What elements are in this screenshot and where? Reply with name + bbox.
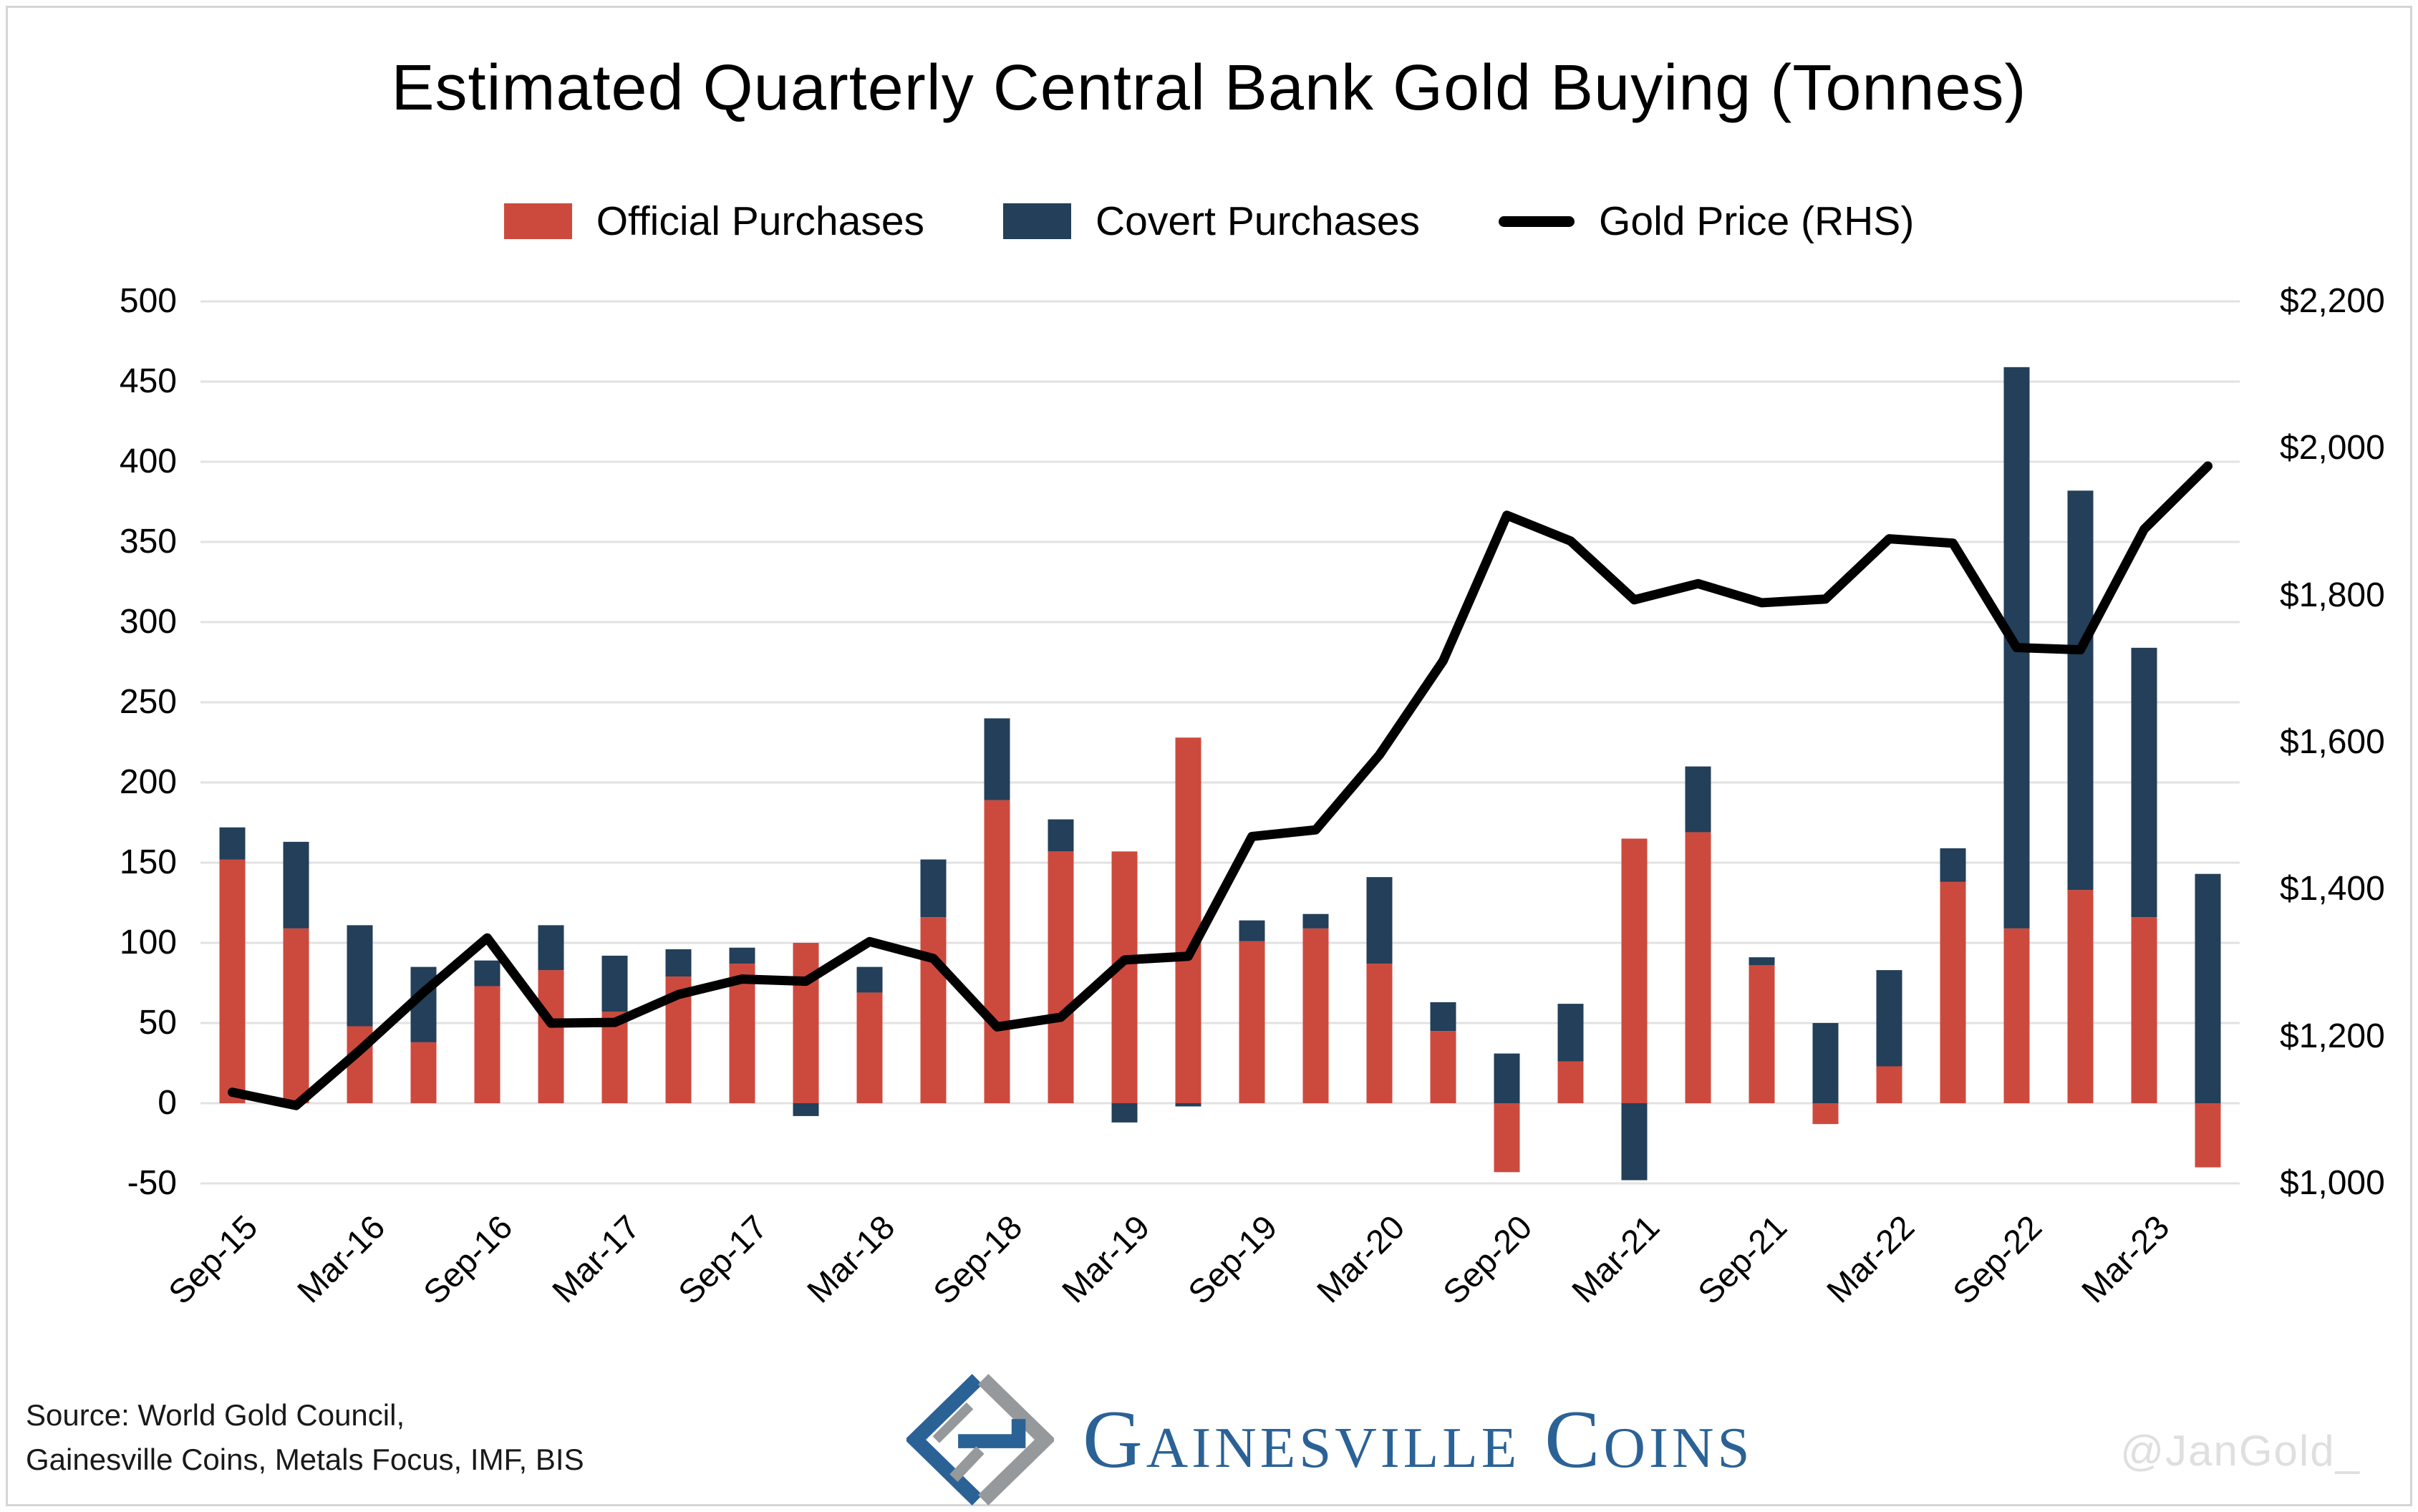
bar-segment-official — [2003, 928, 2030, 1103]
bar-segment-official — [219, 859, 246, 1103]
bar-segment-covert — [856, 966, 883, 993]
bar-segment-official — [729, 964, 755, 1103]
bar-segment-covert — [1239, 920, 1265, 941]
y-axis-left-tick-label: 250 — [119, 683, 177, 721]
bar-segment-covert — [474, 960, 500, 987]
bar-segment-covert — [1111, 1103, 1138, 1123]
bar-segment-official — [920, 917, 947, 1103]
bar-segment-official — [1048, 851, 1074, 1103]
y-axis-right-tick-label: $1,400 — [2280, 870, 2385, 908]
bar-segment-official — [1557, 1061, 1584, 1103]
gold-price-line — [228, 461, 2213, 1110]
legend-item-covert: Covert Purchases — [1003, 198, 1420, 245]
bar-segment-official — [538, 970, 564, 1103]
y-axis-right-tick-label: $1,000 — [2280, 1164, 2385, 1202]
bar-segment-covert — [2195, 873, 2221, 1103]
y-axis-left-tick-label: 200 — [119, 763, 177, 801]
bar-segment-official — [410, 1042, 437, 1103]
bar-segment-official — [856, 992, 883, 1103]
bar-segment-covert — [283, 841, 309, 929]
bar-segment-covert — [2131, 647, 2157, 918]
y-axis-left-tick-label: 350 — [119, 523, 177, 561]
bar-segment-covert — [1494, 1053, 1520, 1103]
bar-segment-covert — [1366, 877, 1393, 964]
bar-segment-covert — [601, 955, 628, 1012]
bar-segment-official — [793, 943, 819, 1103]
bar-segment-covert — [1876, 970, 1902, 1067]
legend-label-gold-price: Gold Price (RHS) — [1599, 198, 1915, 244]
y-axis-left-tick-label: 300 — [119, 603, 177, 641]
y-axis-right-tick-label: $2,200 — [2280, 282, 2385, 320]
bar-segment-official — [1876, 1066, 1902, 1103]
bar-segment-official — [1430, 1031, 1456, 1103]
bar-segment-covert — [1812, 1023, 1839, 1103]
bar-segment-official — [2195, 1103, 2221, 1168]
y-axis-right-tick-label: $1,800 — [2280, 576, 2385, 614]
legend: Official Purchases Covert Purchases Gold… — [0, 198, 2418, 245]
bar-segment-official — [984, 800, 1010, 1103]
bar-segment-covert — [1175, 1103, 1201, 1107]
bar-segment-official — [474, 986, 500, 1103]
brand-wordmark: Gainesville Coins — [1083, 1394, 1754, 1486]
bar-segment-official — [1621, 838, 1648, 1103]
bar-segment-covert — [347, 925, 373, 1027]
bar-segment-official — [1940, 881, 1966, 1103]
bar-segment-covert — [1749, 957, 1775, 966]
bar-segment-official — [1366, 964, 1393, 1103]
y-axis-left-tick-label: 450 — [119, 362, 177, 400]
gainesville-coins-logo-icon — [906, 1374, 1054, 1506]
bar-segment-official — [283, 928, 309, 1103]
bar-segment-covert — [665, 949, 692, 977]
bar-segment-covert — [1940, 848, 1966, 882]
bar-segment-covert — [729, 947, 755, 964]
legend-swatch-covert-icon — [1003, 203, 1072, 239]
bar-segment-official — [1685, 832, 1711, 1103]
bar-segment-official — [1812, 1103, 1839, 1125]
y-axis-left-tick-label: -50 — [127, 1164, 177, 1202]
legend-label-covert: Covert Purchases — [1096, 198, 1421, 244]
y-axis-left-tick-label: 500 — [119, 282, 177, 320]
bar-segment-official — [1494, 1103, 1520, 1173]
brand-logo: Gainesville Coins — [906, 1373, 1754, 1506]
source-line-1: Source: World Gold Council, — [26, 1398, 405, 1432]
bar-segment-covert — [793, 1103, 819, 1116]
bar-segment-covert — [2067, 490, 2094, 891]
bar-segment-official — [1749, 965, 1775, 1103]
bar-segment-covert — [538, 925, 564, 971]
y-axis-right-tick-label: $1,600 — [2280, 723, 2385, 761]
bar-segment-official — [2131, 917, 2157, 1103]
bar-segment-covert — [1621, 1103, 1648, 1181]
y-axis-left-tick-label: 50 — [138, 1004, 177, 1042]
legend-swatch-official-icon — [503, 203, 572, 239]
bar-segment-official — [1175, 737, 1201, 1103]
bar-segment-covert — [920, 859, 947, 918]
legend-item-gold-price: Gold Price (RHS) — [1499, 198, 1914, 245]
bar-segment-official — [1239, 941, 1265, 1103]
y-axis-right-tick-label: $2,000 — [2280, 429, 2385, 467]
bar-segment-covert — [1048, 819, 1074, 852]
twitter-handle: @JanGold_ — [2120, 1427, 2361, 1475]
bar-segment-covert — [1430, 1002, 1456, 1032]
y-axis-left-tick-label: 400 — [119, 442, 177, 480]
legend-line-marker-icon — [1499, 215, 1575, 227]
source-line-2: Gainesville Coins, Metals Focus, IMF, BI… — [26, 1443, 584, 1476]
bar-segment-official — [1302, 928, 1329, 1103]
bar-segment-covert — [984, 718, 1010, 800]
bar-segment-covert — [1685, 766, 1711, 833]
legend-label-official: Official Purchases — [596, 198, 925, 244]
y-axis-left-tick-label: 0 — [158, 1084, 177, 1122]
y-axis-right-tick-label: $1,200 — [2280, 1017, 2385, 1055]
y-axis-left-tick-label: 100 — [119, 924, 177, 961]
source-note: Source: World Gold Council, Gainesville … — [26, 1393, 584, 1482]
legend-item-official: Official Purchases — [503, 198, 925, 245]
bar-segment-official — [2067, 890, 2094, 1103]
bar-segment-covert — [1302, 914, 1329, 929]
y-axis-left-tick-label: 150 — [119, 843, 177, 881]
chart-title: Estimated Quarterly Central Bank Gold Bu… — [391, 52, 2027, 124]
bar-segment-covert — [1557, 1004, 1584, 1062]
bar-segment-official — [1111, 851, 1138, 1103]
bar-segment-covert — [219, 827, 246, 860]
